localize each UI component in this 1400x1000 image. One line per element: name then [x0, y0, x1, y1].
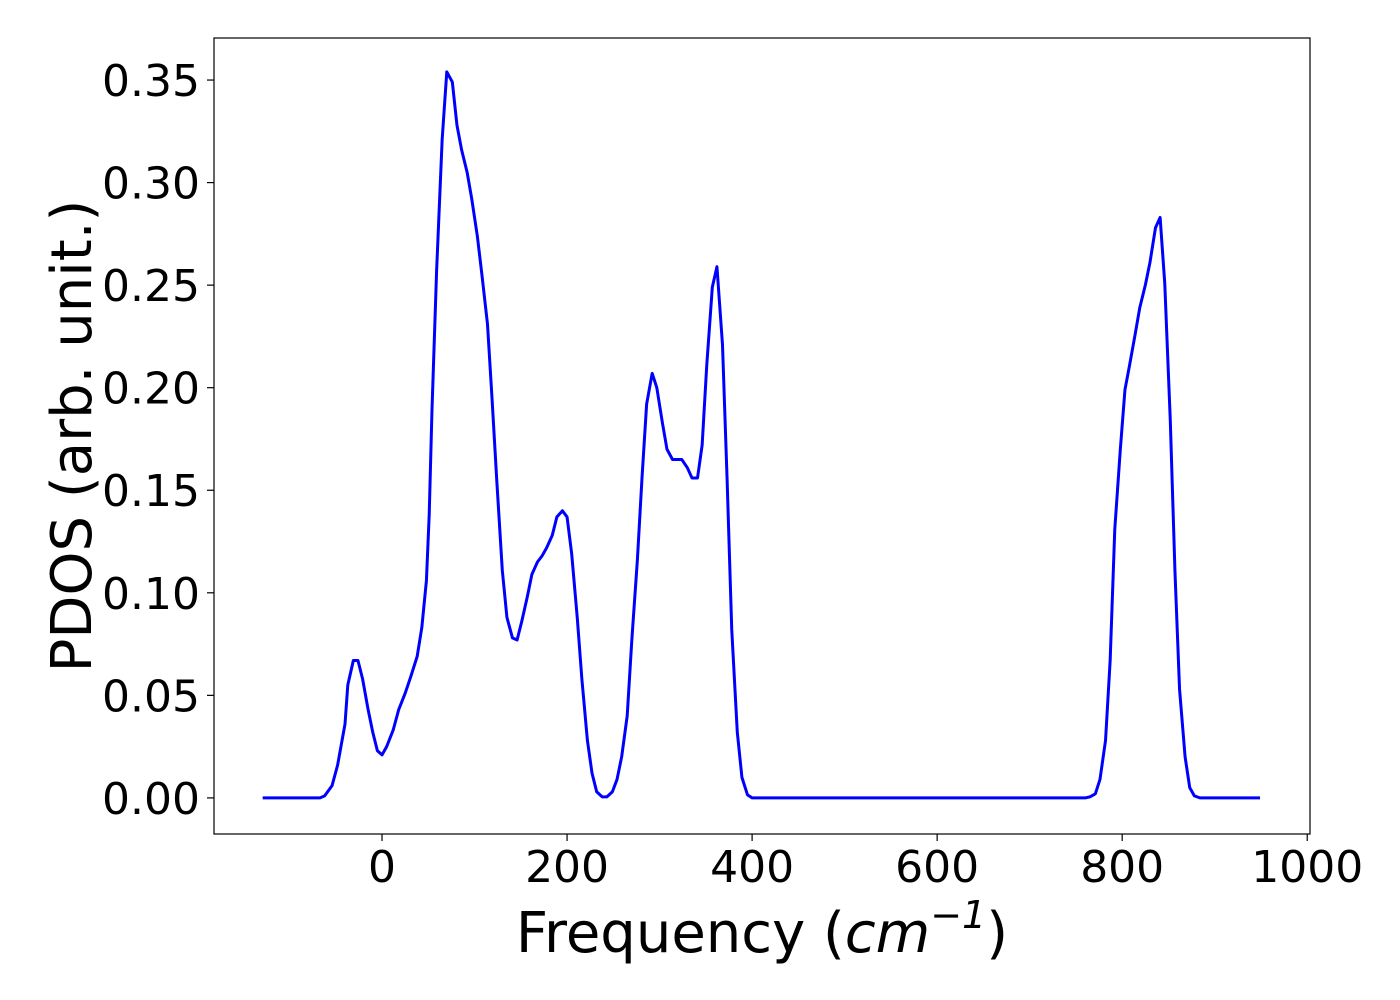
x-tick-label: 600 — [895, 842, 979, 893]
x-label-close: ) — [986, 901, 1008, 966]
data-line — [262, 70, 1261, 800]
x-tick-label: 0 — [368, 842, 396, 893]
plot-frame — [213, 37, 1311, 835]
x-tick-label: 800 — [1080, 842, 1164, 893]
y-tick-label: 0.10 — [102, 569, 200, 620]
x-tick-label: 400 — [710, 842, 794, 893]
y-tick-label: 0.30 — [102, 159, 200, 210]
y-tick-label: 0.05 — [102, 671, 200, 722]
y-tick-label: 0.00 — [102, 774, 200, 825]
x-label-exponent: −1 — [930, 893, 986, 937]
y-tick-label: 0.25 — [102, 261, 200, 312]
y-tick-label: 0.20 — [102, 364, 200, 415]
x-axis-label: Frequency (cm−1) — [516, 893, 1008, 966]
x-label-text: Frequency ( — [516, 901, 845, 966]
y-tick-label: 0.35 — [102, 56, 200, 107]
x-tick-label: 1000 — [1251, 842, 1363, 893]
x-label-unit: cm — [845, 901, 930, 966]
y-axis-label: PDOS (arb. unit.) — [40, 200, 105, 673]
y-tick-label: 0.15 — [102, 466, 200, 517]
x-tick-label: 200 — [525, 842, 609, 893]
